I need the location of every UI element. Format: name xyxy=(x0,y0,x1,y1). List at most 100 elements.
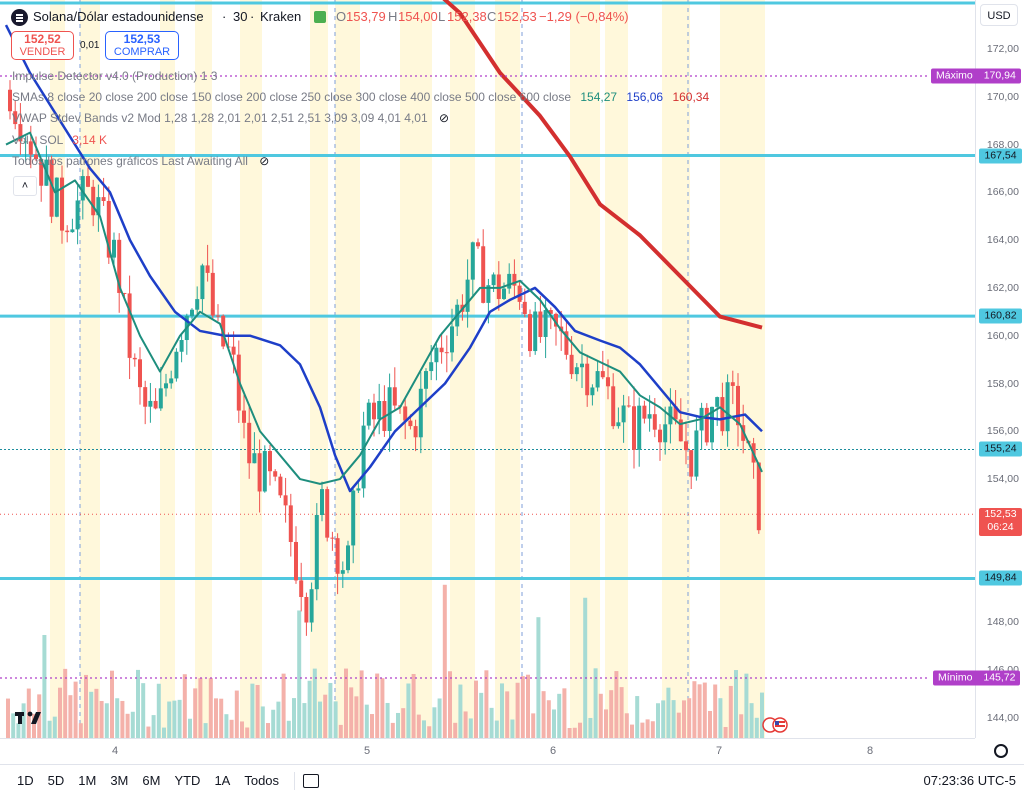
candle-body xyxy=(481,246,486,303)
candle-body xyxy=(112,239,116,258)
indicator-smas[interactable]: SMAs 8 close 20 close 200 close 150 clos… xyxy=(12,90,709,104)
candle-body xyxy=(450,326,454,353)
range-all[interactable]: Todos xyxy=(244,773,280,788)
sell-price: 152,52 xyxy=(24,32,61,46)
candle-body xyxy=(710,406,714,443)
range-5d[interactable]: 5D xyxy=(47,773,65,788)
volume-bar xyxy=(656,703,660,738)
range-6m[interactable]: 6M xyxy=(142,773,161,788)
volume-bar xyxy=(754,717,759,738)
price-tick: 162,00 xyxy=(986,281,1019,294)
candle-body xyxy=(252,453,257,464)
candle-body xyxy=(491,274,496,286)
level-price-tag[interactable]: 167,54 xyxy=(979,148,1022,164)
time-tick: 4 xyxy=(111,745,119,757)
candle-body xyxy=(434,347,439,363)
volume-bar xyxy=(104,703,109,738)
volume-bar xyxy=(234,690,239,738)
volume-bar xyxy=(328,682,333,738)
volume-bar xyxy=(432,707,437,738)
volume-bar xyxy=(338,724,343,738)
compare-calendar-icon[interactable] xyxy=(303,773,320,788)
volume-bar xyxy=(661,700,666,738)
volume-bar xyxy=(593,668,598,738)
indicator-volume[interactable]: Vol · SOL 3,14 K xyxy=(12,133,107,147)
candle-body xyxy=(533,311,538,352)
time-tick: 8 xyxy=(866,745,874,757)
sell-button[interactable]: 152,52 VENDER xyxy=(11,31,74,60)
volume-bar xyxy=(16,723,21,738)
candle-body xyxy=(60,177,64,231)
volume-bar xyxy=(125,713,130,738)
currency-button[interactable]: USD xyxy=(980,4,1018,26)
buy-button[interactable]: 152,53 COMPRAR xyxy=(105,31,179,60)
symbol-name[interactable]: Solana/Dólar estadounidense xyxy=(33,9,204,24)
highlight-band xyxy=(720,0,765,738)
indicator-patterns[interactable]: Todos los patrones gráficos Last Awaitin… xyxy=(12,154,269,168)
tradingview-logo xyxy=(15,711,41,724)
clock[interactable]: 07:23:36 UTC-5 xyxy=(923,773,1017,788)
symbol-logo-icon[interactable] xyxy=(11,9,28,26)
volume-bar xyxy=(370,714,374,738)
indicator-name: Vol · SOL xyxy=(12,133,63,147)
chart-area[interactable]: Solana/Dólar estadounidense · 30 · Krake… xyxy=(0,0,975,738)
range-1m[interactable]: 1M xyxy=(78,773,97,788)
volume-bar xyxy=(89,691,94,738)
highlight-band xyxy=(662,0,690,738)
volume-bar xyxy=(676,712,681,738)
candle-body xyxy=(216,315,220,317)
candle-body xyxy=(569,354,574,375)
level-price-tag[interactable]: 160,82 xyxy=(979,308,1022,324)
volume-bar xyxy=(442,584,447,738)
volume-bar xyxy=(458,684,463,738)
volume-bar xyxy=(297,610,302,738)
candle-body xyxy=(372,402,376,420)
settings-icon[interactable] xyxy=(994,744,1008,758)
highlight-band xyxy=(495,0,520,738)
candle-body xyxy=(522,301,527,315)
high-label: H xyxy=(388,9,398,24)
volume-bars xyxy=(6,584,764,738)
indicator-impulse[interactable]: Impulse Detector v4.0 (Production) 1 3 xyxy=(12,69,217,83)
candle-body xyxy=(153,400,158,409)
volume-bar xyxy=(271,709,276,738)
change-value: −1,29 (−0,84%) xyxy=(539,9,629,24)
volume-bar xyxy=(541,691,546,738)
bottom-toolbar: 1D 5D 1M 3M 6M YTD 1A Todos 07:23:36 UTC… xyxy=(0,764,1024,796)
chart-canvas[interactable] xyxy=(0,0,975,738)
eye-off-icon[interactable]: ⊘ xyxy=(259,154,270,168)
range-1y[interactable]: 1A xyxy=(214,773,231,788)
volume-bar xyxy=(255,684,260,738)
price-tick: 170,00 xyxy=(986,90,1019,103)
min-value: 145,72 xyxy=(983,671,1016,684)
eye-off-icon[interactable]: ⊘ xyxy=(438,111,450,125)
indicator-name: Todos los patrones gráficos Last Awaitin… xyxy=(12,154,248,168)
price-axis[interactable]: USD 172,00 170,00 168,00 166,00 164,00 162,00… xyxy=(975,0,1024,738)
volume-bar xyxy=(302,703,307,738)
candle-body xyxy=(231,346,236,355)
range-3m[interactable]: 3M xyxy=(110,773,129,788)
indicator-vwap[interactable]: VWAP Stdev Bands v2 Mod 1,28 1,28 2,01 2… xyxy=(12,111,449,125)
volume-bar xyxy=(713,684,718,738)
candle-body xyxy=(554,313,558,327)
candle-body xyxy=(65,230,70,233)
interval-label[interactable]: 30 xyxy=(233,9,248,24)
level-price-tag[interactable]: 155,24 xyxy=(979,441,1022,457)
candle-body xyxy=(28,141,33,155)
candle-body xyxy=(75,200,80,230)
sma-line-green xyxy=(5,131,763,485)
range-1d[interactable]: 1D xyxy=(17,773,34,788)
low-value: 152,38 xyxy=(447,9,487,24)
candle-body xyxy=(715,397,720,407)
level-price-tag[interactable]: 149,84 xyxy=(979,570,1022,586)
range-ytd[interactable]: YTD xyxy=(174,773,201,788)
volume-bar xyxy=(702,682,707,738)
volume-bar xyxy=(604,709,608,738)
chevron-up-icon[interactable]: ˄ xyxy=(13,176,37,196)
time-axis[interactable]: 4 5 6 7 8 xyxy=(0,738,1008,765)
volume-bar xyxy=(416,714,421,738)
candle-body xyxy=(257,453,262,492)
exchange-label[interactable]: Kraken xyxy=(260,9,302,24)
highlight-band xyxy=(335,0,360,738)
candle-body xyxy=(351,490,356,546)
